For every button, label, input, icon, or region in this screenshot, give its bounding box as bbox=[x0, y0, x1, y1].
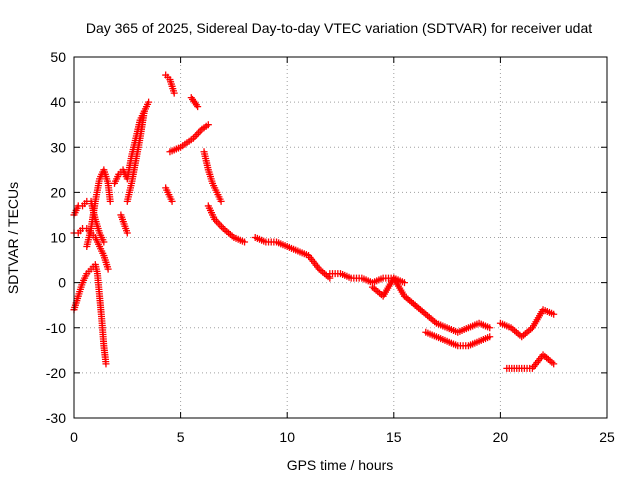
data-points bbox=[70, 71, 558, 372]
y-tick-label: 30 bbox=[50, 139, 66, 155]
data-point bbox=[204, 121, 212, 129]
data-point bbox=[168, 197, 176, 205]
y-tick-label: 50 bbox=[50, 49, 66, 65]
x-tick-label: 10 bbox=[279, 429, 295, 445]
data-point bbox=[100, 238, 108, 246]
data-point bbox=[145, 98, 153, 106]
data-point bbox=[550, 360, 558, 368]
data-point bbox=[486, 333, 494, 341]
y-tick-label: -20 bbox=[46, 365, 66, 381]
data-point bbox=[194, 103, 202, 111]
data-point bbox=[400, 279, 408, 287]
x-tick-label: 5 bbox=[177, 429, 185, 445]
x-tick-label: 20 bbox=[493, 429, 509, 445]
data-point bbox=[104, 265, 112, 273]
data-point bbox=[486, 324, 494, 332]
chart-title: Day 365 of 2025, Sidereal Day-to-day VTE… bbox=[86, 20, 592, 36]
y-tick-label: 0 bbox=[58, 275, 66, 291]
data-point bbox=[140, 107, 148, 115]
gridlines bbox=[74, 57, 607, 418]
x-axis-label: GPS time / hours bbox=[287, 457, 394, 473]
data-point bbox=[550, 310, 558, 318]
data-point bbox=[170, 89, 178, 97]
x-tick-label: 25 bbox=[599, 429, 615, 445]
axis-ticks: 0 5 10 15 20 25 -30 -20 -10 0 10 20 30 40 50 bbox=[46, 49, 615, 445]
x-tick-label: 15 bbox=[386, 429, 402, 445]
y-tick-label: 40 bbox=[50, 94, 66, 110]
y-tick-label: 10 bbox=[50, 230, 66, 246]
y-tick-label: 20 bbox=[50, 184, 66, 200]
data-point bbox=[123, 229, 131, 237]
data-point bbox=[106, 197, 114, 205]
plot-frame bbox=[73, 56, 608, 419]
data-point bbox=[217, 197, 225, 205]
x-tick-label: 0 bbox=[70, 429, 78, 445]
y-axis-label: SDTVAR / TECUs bbox=[5, 182, 21, 294]
y-tick-label: -10 bbox=[46, 320, 66, 336]
data-point bbox=[102, 360, 110, 368]
data-point bbox=[241, 238, 249, 246]
y-tick-label: -30 bbox=[46, 410, 66, 426]
